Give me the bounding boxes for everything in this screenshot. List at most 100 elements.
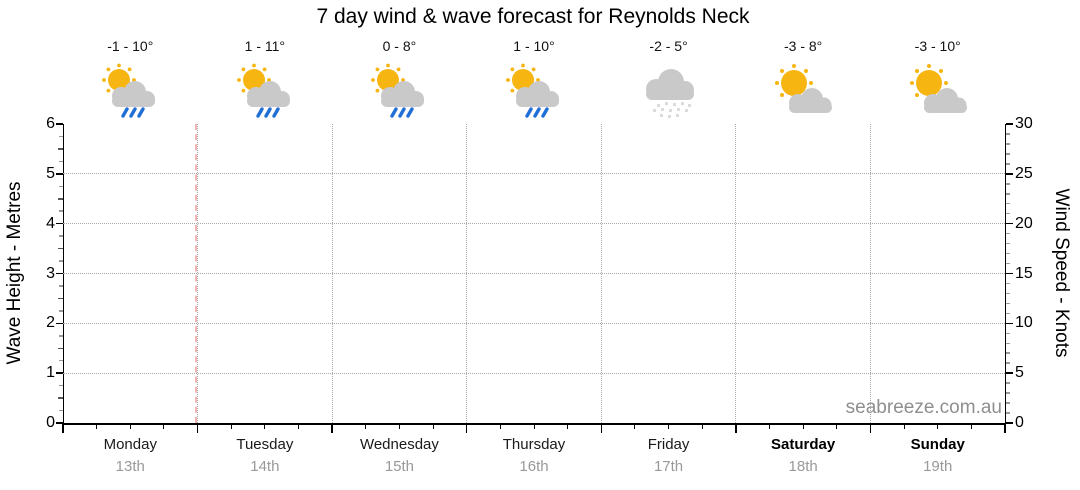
right-axis-tick-label: 0	[1015, 414, 1024, 431]
sun	[108, 69, 131, 91]
rain-drops	[525, 107, 549, 118]
cloud	[923, 88, 967, 113]
right-axis-tick	[1006, 422, 1013, 424]
gridline-day-boundary	[331, 124, 333, 423]
x-axis-day-tick	[196, 424, 199, 433]
x-axis-minor-tick	[398, 424, 400, 429]
right-axis-tick	[1006, 362, 1010, 364]
gridline-day-boundary	[869, 124, 871, 423]
left-axis-tick	[59, 359, 63, 362]
right-axis-tick	[1006, 272, 1013, 275]
current-time-marker	[194, 124, 197, 423]
day-label-friday: Friday	[647, 436, 690, 453]
left-axis-tick	[58, 397, 63, 399]
cloud	[645, 69, 694, 100]
sun-cloud-rain-icon	[102, 63, 156, 118]
sun-cloud-icon	[775, 64, 833, 113]
x-axis-minor-tick	[970, 424, 972, 429]
sun	[915, 70, 942, 96]
temperature-range: -3 - 8°	[784, 38, 823, 54]
temperature-range: -1 - 10°	[107, 38, 154, 54]
day-label-wednesday: Wednesday	[359, 436, 439, 453]
gridline-horizontal	[63, 372, 1005, 374]
x-axis-minor-tick	[701, 424, 703, 429]
right-axis-tick	[1006, 382, 1010, 384]
left-axis-tick	[58, 297, 63, 300]
x-axis-minor-tick	[567, 424, 569, 429]
watermark: seabreeze.com.au	[845, 397, 1002, 418]
left-axis-tick	[59, 135, 63, 138]
left-axis-tick	[59, 210, 63, 212]
x-axis-minor-tick	[432, 424, 434, 429]
rain-drops	[390, 107, 415, 118]
right-axis-tick	[1006, 123, 1013, 125]
left-axis-tick	[58, 247, 63, 250]
x-axis-minor-tick	[903, 424, 905, 429]
right-axis-tick	[1006, 262, 1010, 265]
x-axis-minor-tick	[129, 424, 131, 429]
cloud	[381, 81, 425, 107]
sun-cloud-rain-icon	[371, 63, 425, 118]
right-axis-tick	[1006, 252, 1010, 255]
right-axis-tick	[1006, 342, 1010, 345]
left-axis-tick	[56, 372, 63, 374]
day-label-monday: Monday	[103, 436, 157, 453]
right-axis-tick	[1006, 222, 1013, 225]
right-axis-tick	[1006, 193, 1010, 195]
x-axis-day-tick	[600, 424, 603, 433]
x-axis-minor-tick	[264, 424, 266, 429]
x-axis-day-tick	[735, 424, 737, 433]
right-axis-tick	[1006, 133, 1010, 135]
right-axis-tick-label: 15	[1015, 264, 1033, 282]
x-axis-minor-tick	[499, 424, 501, 429]
x-axis-minor-tick	[230, 424, 232, 429]
right-axis-tick-label: 20	[1015, 214, 1033, 232]
x-axis-day-tick	[869, 424, 872, 433]
rain-drops	[256, 107, 280, 118]
left-axis-tick	[56, 322, 63, 325]
right-axis-tick	[1006, 392, 1010, 394]
x-axis-minor-tick	[298, 424, 299, 429]
date-label: 18th	[788, 458, 818, 475]
left-axis-tick	[59, 260, 63, 262]
sun	[781, 70, 808, 96]
snow-dots	[652, 102, 691, 118]
right-axis-tick	[1006, 173, 1013, 175]
date-label: 16th	[519, 458, 549, 475]
sun-cloud-rain-icon	[506, 63, 559, 118]
x-axis-minor-tick	[96, 424, 98, 429]
date-label: 17th	[653, 458, 684, 475]
x-axis-day-tick	[331, 424, 333, 433]
day-label-thursday: Thursday	[502, 436, 566, 453]
x-axis-minor-tick	[769, 424, 770, 429]
x-axis-minor-tick	[163, 424, 165, 429]
left-axis-tick	[59, 384, 63, 387]
left-axis-tick	[59, 335, 63, 337]
right-axis-tick	[1006, 202, 1010, 205]
gridline-horizontal	[63, 223, 1005, 225]
right-axis-tick	[1006, 163, 1010, 165]
sun-cloud-icon	[909, 64, 967, 113]
gridline-horizontal	[63, 173, 1005, 175]
left-axis-tick-label: 3	[46, 264, 55, 282]
left-axis-tick-label: 4	[46, 214, 55, 232]
left-axis-tick	[58, 148, 63, 150]
right-axis-tick	[1006, 352, 1010, 354]
sun-cloud-rain-icon	[236, 63, 290, 118]
left-axis-tick-label: 1	[46, 364, 55, 382]
left-axis-tick	[59, 409, 63, 412]
right-axis-tick-label: 30	[1015, 115, 1033, 132]
right-axis-tick	[1006, 372, 1013, 374]
x-axis-minor-tick	[836, 424, 838, 429]
x-axis-minor-tick	[634, 424, 636, 429]
left-axis-tick	[59, 285, 63, 287]
right-axis-tick	[1006, 322, 1013, 325]
right-axis-tick	[1006, 332, 1010, 335]
temperature-range: 1 - 10°	[513, 38, 555, 54]
gridline-day-boundary	[466, 124, 468, 423]
left-axis-tick	[59, 185, 63, 188]
right-axis-tick	[1006, 183, 1010, 185]
right-axis-tick	[1006, 282, 1010, 285]
right-axis-tick-label: 5	[1015, 364, 1024, 382]
